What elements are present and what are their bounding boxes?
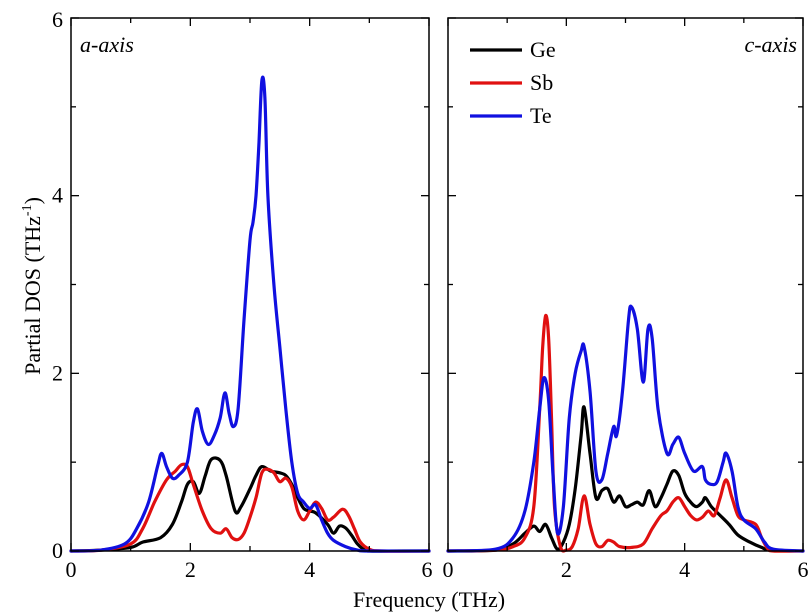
x-tick-label: 0 [443,557,454,582]
legend-label-sb: Sb [530,70,553,95]
x-tick-label: 2 [561,557,572,582]
x-axis-label: Frequency (THz) [353,587,505,612]
legend-label-ge: Ge [530,37,556,62]
y-axis-label: Partial DOS (THz-1) [20,197,45,375]
y-tick-label: 0 [52,538,63,563]
plot-frame [70,17,430,552]
legend-label-te: Te [530,103,552,128]
x-tick-label: 2 [185,557,196,582]
legend: Ge Sb Te [470,37,556,128]
series-line-sb [69,462,431,553]
series-line-ge [446,405,805,553]
panel-label: a-axis [80,32,134,57]
series-line-ge [69,456,431,553]
x-tick-label: 4 [304,557,315,582]
series-line-te [446,304,805,553]
panel-label: c-axis [744,32,797,57]
series-line-sb [446,313,805,553]
y-tick-label: 4 [52,183,63,208]
x-tick-label: 6 [798,557,809,582]
x-tick-label: 0 [66,557,77,582]
x-tick-label: 6 [422,557,433,582]
plot-frame [447,17,804,552]
y-tick-label: 2 [52,360,63,385]
y-tick-label: 6 [52,7,63,32]
panel-c-axis: 0 2 4 6 c-axis [443,17,809,582]
panel-a-axis: 0 2 4 6 0 2 4 6 a-axis [52,7,433,582]
x-tick-label: 4 [679,557,690,582]
series-line-te [69,75,431,553]
